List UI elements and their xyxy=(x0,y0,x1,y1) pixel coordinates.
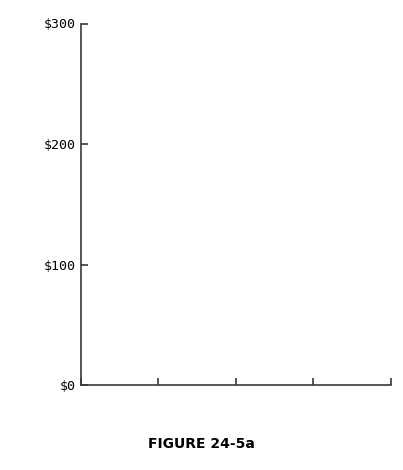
Text: FIGURE 24-5a: FIGURE 24-5a xyxy=(148,437,255,451)
